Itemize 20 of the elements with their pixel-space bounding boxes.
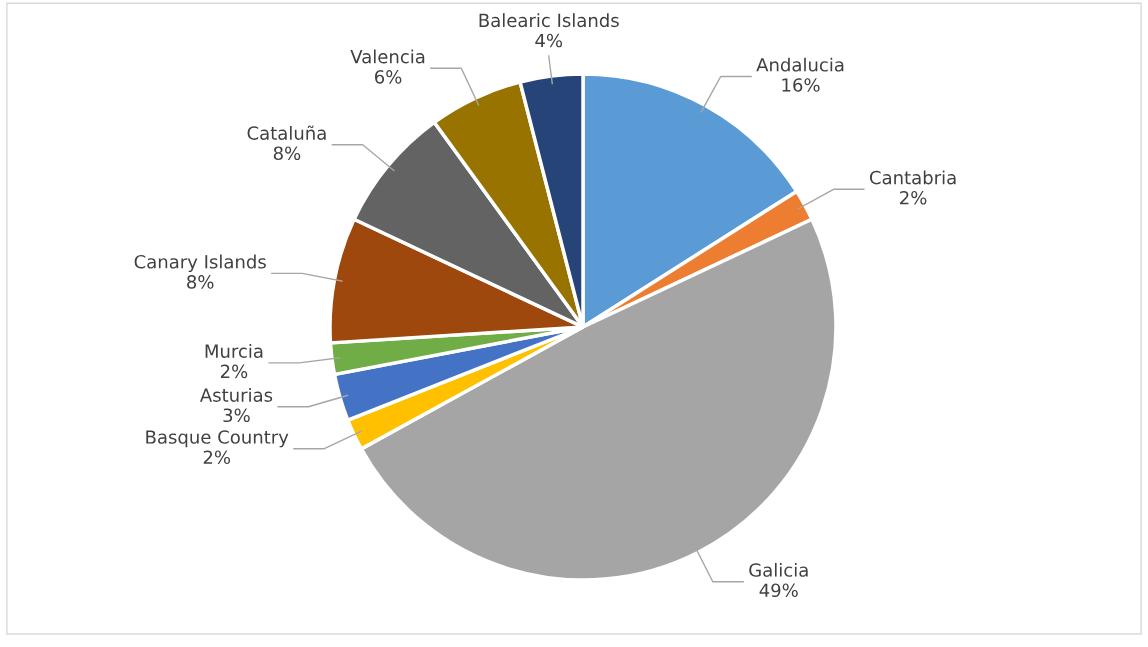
slice-label: Basque Country xyxy=(146,430,289,448)
data-label: 3% xyxy=(223,408,250,423)
data-label: 8% xyxy=(187,275,214,289)
data-label: 4% xyxy=(535,33,563,48)
slice-label: Murcia xyxy=(205,343,263,358)
slice-label: Balearic Islands xyxy=(479,13,619,28)
slice-label: Cantabria xyxy=(869,170,956,185)
data-label: 16% xyxy=(782,78,820,92)
slice-label: Andalucia xyxy=(756,57,844,72)
data-label: 2% xyxy=(203,450,231,465)
data-label: 8% xyxy=(273,146,301,161)
data-label: 2% xyxy=(900,190,927,205)
data-label: 2% xyxy=(220,364,248,379)
slice-label: Galicia xyxy=(749,562,808,577)
data-label: 49% xyxy=(759,583,798,598)
slice-label: Cataluña xyxy=(247,125,326,140)
data-label: 6% xyxy=(375,70,402,84)
slice-label: Valencia xyxy=(350,49,425,64)
slice-label: Asturias xyxy=(200,387,273,402)
slice-label: Canary Islands xyxy=(134,254,266,273)
